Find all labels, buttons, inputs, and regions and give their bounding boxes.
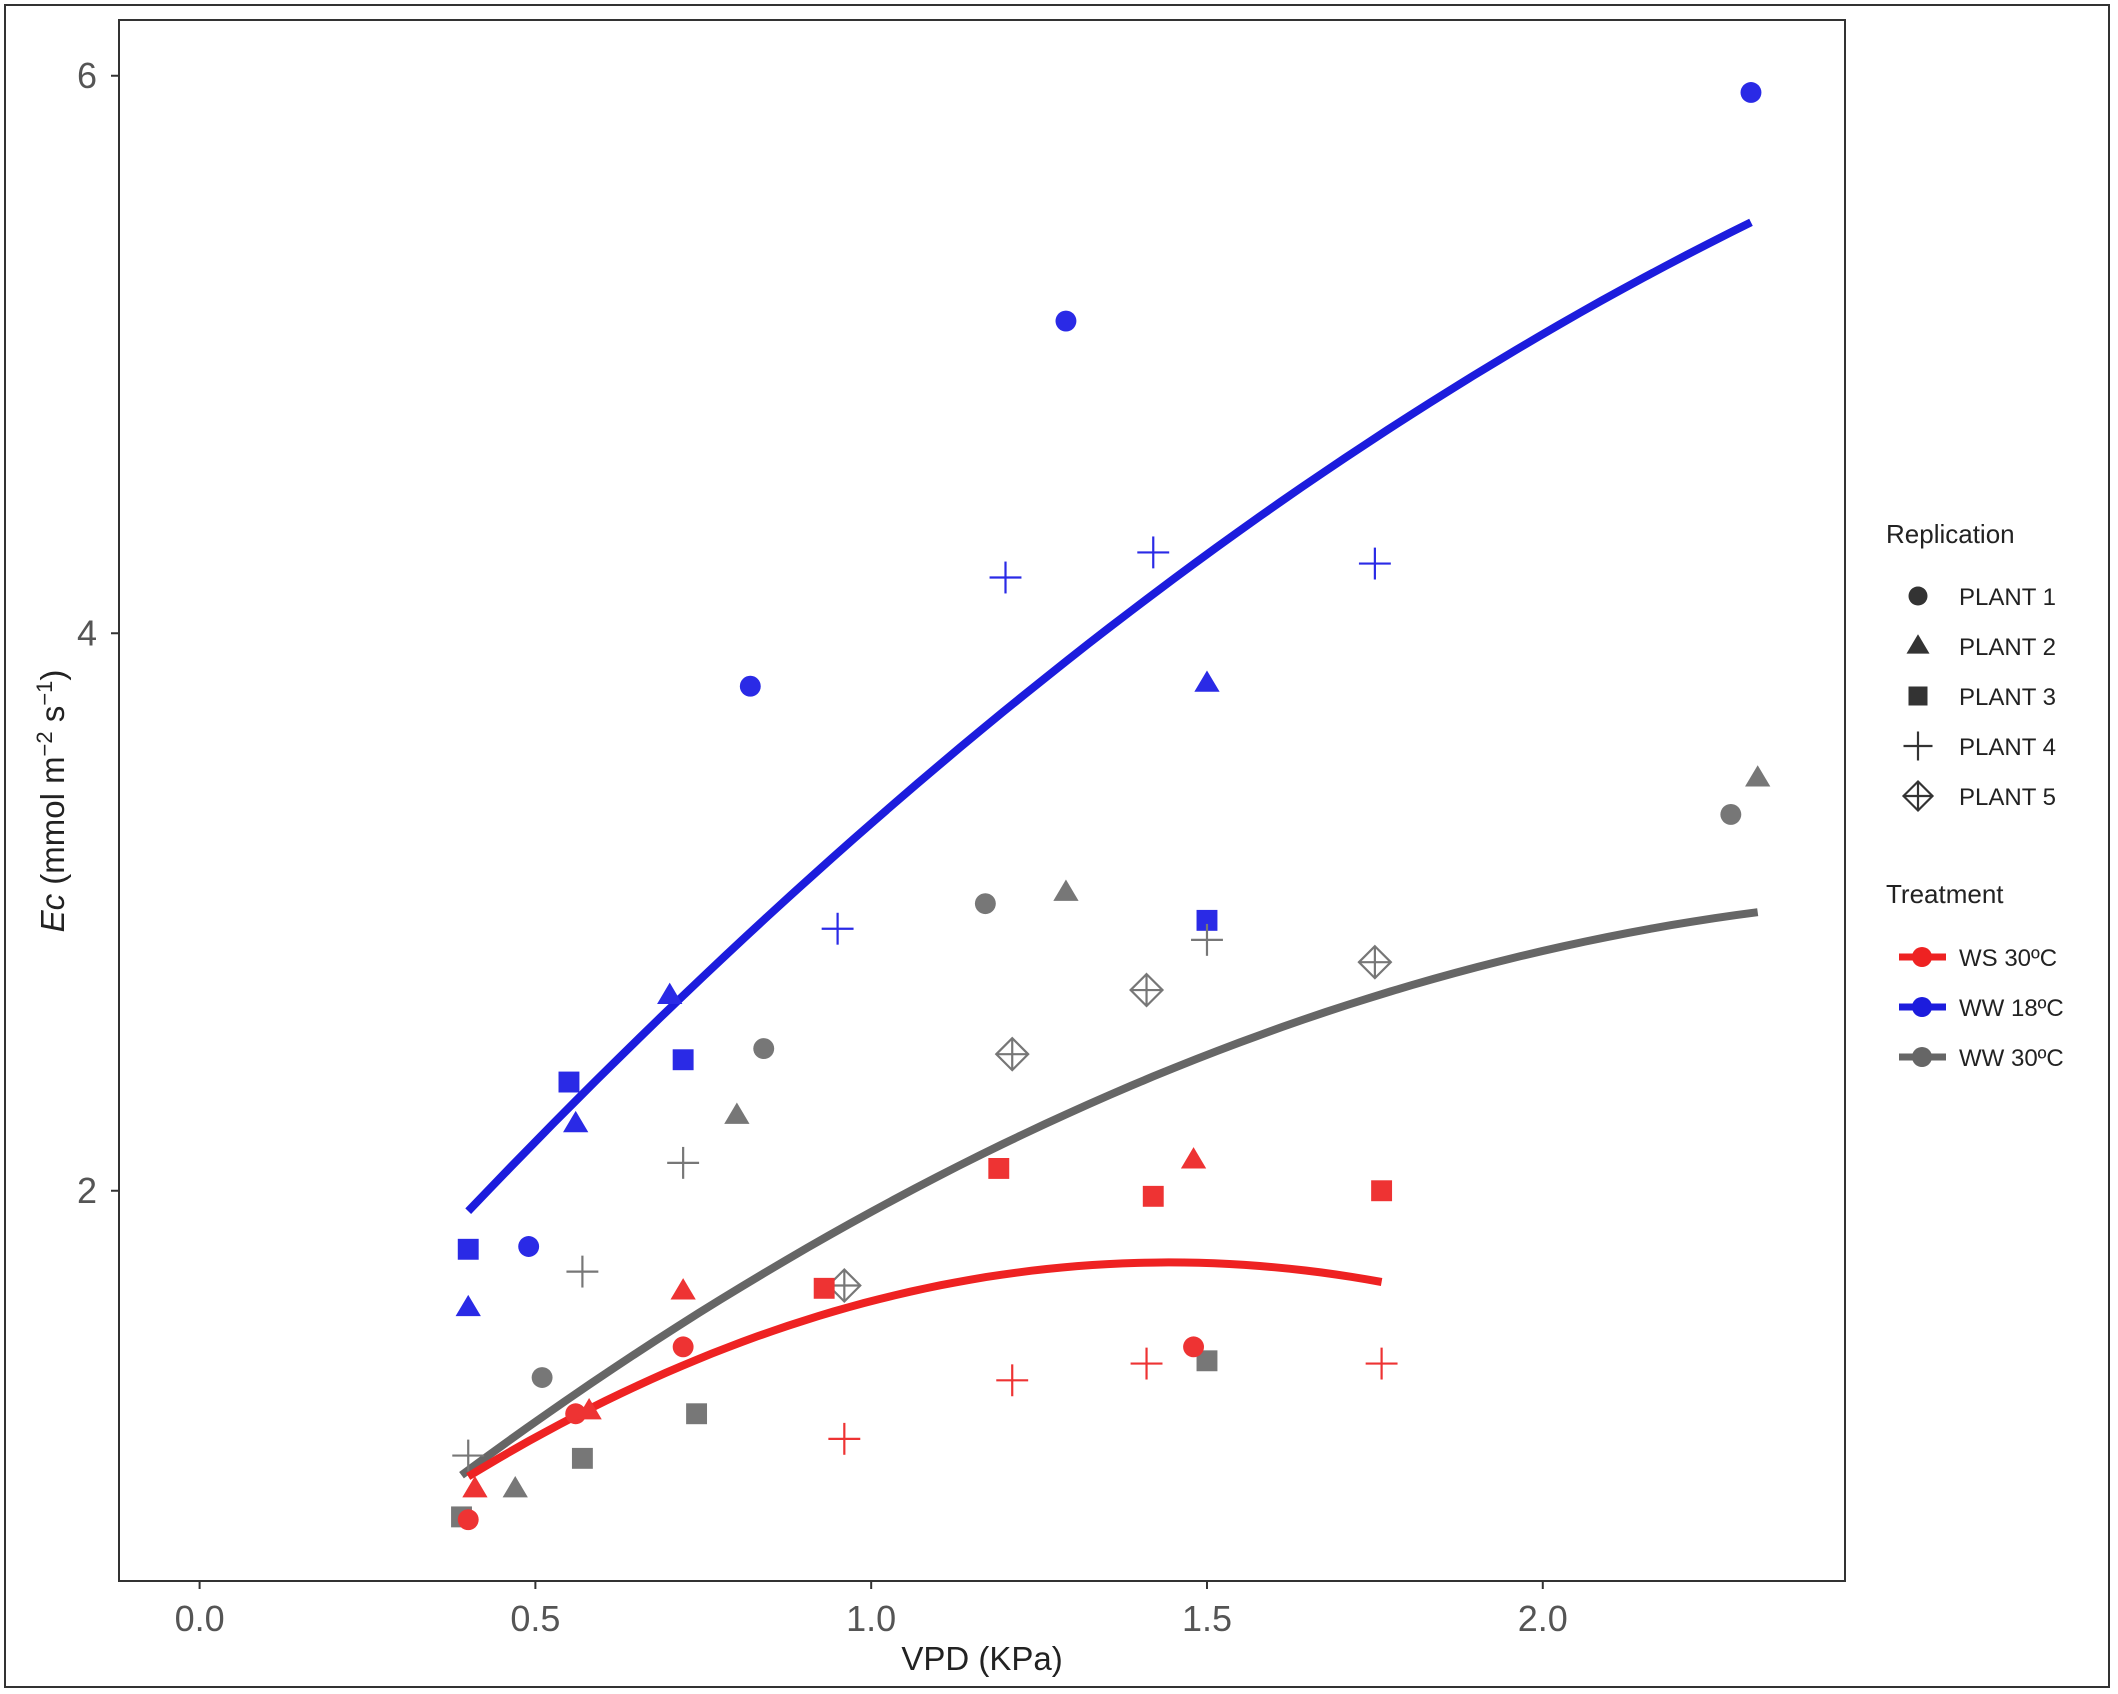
legend-key-treatment: [1899, 997, 1946, 1017]
legend-key-treatment: [1899, 947, 1946, 967]
data-point-triangle: [1194, 670, 1220, 692]
x-tick-label: 2.0: [1518, 1598, 1568, 1639]
data-point-plus: [1191, 923, 1223, 956]
y-axis-title: Ec (mmol m−2 s−1): [32, 670, 71, 933]
fit-curve-ww-30-c: [459, 908, 1759, 1479]
legend-label: WW 18ºC: [1959, 995, 2064, 1022]
data-point-circle: [1183, 1336, 1205, 1358]
data-point-plus: [1358, 547, 1391, 580]
data-points: [451, 82, 1771, 1531]
legend-label: WS 30ºC: [1959, 945, 2057, 972]
data-point-square: [686, 1403, 708, 1425]
data-point-square: [1196, 1350, 1218, 1372]
data-point-circle: [457, 1509, 479, 1531]
data-point-plus: [1137, 536, 1170, 569]
data-point-square: [571, 1447, 593, 1469]
data-point-triangle: [724, 1102, 750, 1124]
y-tick-label: 4: [77, 612, 97, 653]
x-axis: 0.0 0.5 1.0 1.5 2.0: [175, 1581, 1568, 1639]
data-point-triangle: [1745, 765, 1771, 787]
legend-label: PLANT 1: [1959, 584, 2056, 611]
legend-label: PLANT 5: [1959, 784, 2056, 811]
data-point-triangle: [462, 1476, 488, 1498]
data-point-circle: [1055, 310, 1077, 332]
figure-frame: 0.0 0.5 1.0 1.5 2.0 2 4 6 VPD (KPa) Ec (mmol m…: [4, 4, 2110, 1688]
data-point-circle: [1740, 82, 1762, 103]
data-point-circle: [518, 1236, 540, 1257]
data-point-triangle: [455, 1294, 481, 1317]
data-point-diamond-plus: [1129, 972, 1165, 1008]
legend-key-treatment: [1899, 1047, 1946, 1067]
data-point-triangle: [563, 1110, 589, 1133]
fit-curve-ws-30-c: [466, 1258, 1383, 1480]
scatter-chart: 0.0 0.5 1.0 1.5 2.0 2 4 6 VPD (KPa) Ec (mmol m…: [32, 19, 2064, 1677]
fit-curve-ww-18-c: [465, 218, 1753, 1214]
fit-curves: [459, 218, 1759, 1480]
y-tick-label: 6: [77, 55, 97, 96]
x-tick-label: 0.5: [510, 1598, 560, 1639]
data-point-circle: [672, 1336, 694, 1358]
data-point-triangle: [502, 1476, 528, 1498]
data-point-square: [1196, 909, 1218, 931]
legend-key-plus: [1903, 731, 1933, 761]
replication-legend: Replication PLANT 1 PLANT 2 PLANT 3 PLANT 4…: [1886, 519, 2056, 813]
y-tick-label: 2: [77, 1170, 97, 1211]
data-point-circle: [1720, 803, 1742, 825]
legend-key-circle: [1908, 586, 1928, 606]
replication-legend-title: Replication: [1886, 519, 2015, 549]
treatment-legend: Treatment WS 30ºC WW 18ºC WW 30ºC: [1886, 879, 2064, 1072]
data-point-triangle: [576, 1398, 602, 1420]
data-point-square: [1142, 1185, 1164, 1207]
data-point-plus: [566, 1255, 599, 1288]
data-point-diamond-plus: [994, 1036, 1030, 1072]
data-point-circle: [531, 1367, 553, 1388]
x-tick-label: 1.5: [1182, 1598, 1232, 1639]
data-point-plus: [1130, 1347, 1163, 1380]
legend-label: WW 30ºC: [1959, 1045, 2064, 1072]
y-axis: 2 4 6: [77, 55, 119, 1211]
data-point-circle: [753, 1038, 775, 1060]
legend-label: PLANT 3: [1959, 684, 2056, 711]
legend-key-triangle: [1906, 634, 1930, 654]
legend-key-square: [1908, 686, 1928, 706]
data-point-square: [988, 1158, 1010, 1179]
x-axis-title: VPD (KPa): [901, 1640, 1062, 1677]
data-point-square: [672, 1049, 694, 1071]
data-point-square: [813, 1277, 835, 1299]
data-point-plus: [667, 1146, 700, 1179]
data-point-square: [457, 1238, 479, 1260]
data-point-square: [558, 1071, 580, 1093]
plot-panel: [118, 19, 1846, 1582]
data-point-triangle: [657, 982, 683, 1004]
data-point-plus: [828, 1422, 861, 1455]
x-tick-label: 1.0: [846, 1598, 896, 1639]
data-point-triangle: [1180, 1147, 1207, 1169]
data-point-plus: [996, 1364, 1029, 1397]
legend-label: PLANT 2: [1959, 634, 2056, 661]
data-point-diamond-plus: [1357, 944, 1393, 980]
data-point-plus: [821, 912, 854, 945]
data-point-plus: [989, 561, 1022, 594]
legend-key-diamond-plus: [1901, 779, 1935, 813]
x-tick-label: 0.0: [175, 1598, 225, 1639]
data-point-circle: [974, 893, 996, 915]
treatment-legend-title: Treatment: [1886, 879, 2004, 909]
legend-label: PLANT 4: [1959, 734, 2056, 761]
data-point-square: [1371, 1180, 1393, 1202]
data-point-triangle: [1053, 879, 1079, 901]
data-point-circle: [739, 675, 761, 697]
data-point-triangle: [670, 1278, 696, 1300]
data-point-plus: [452, 1439, 485, 1472]
data-point-plus: [1365, 1347, 1398, 1380]
